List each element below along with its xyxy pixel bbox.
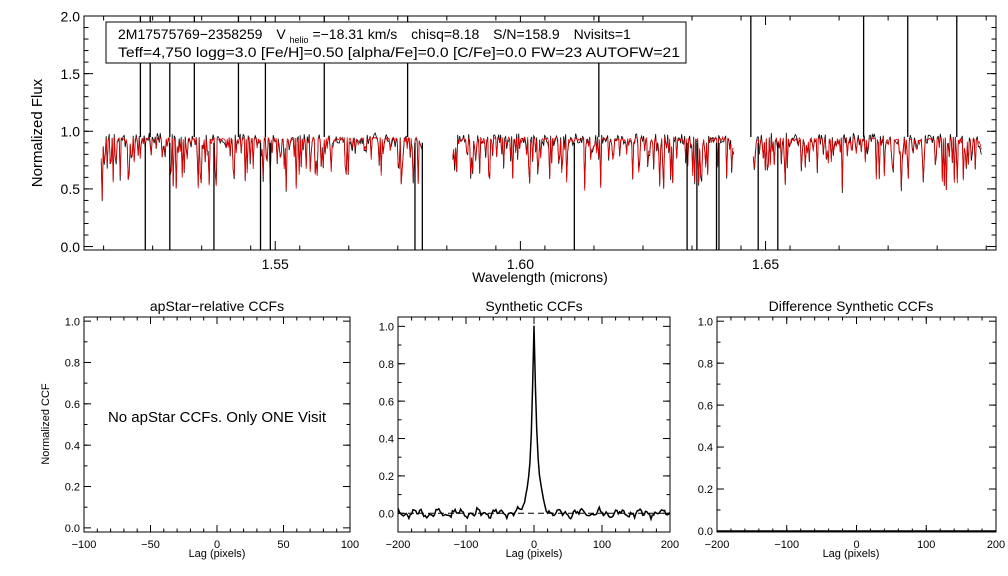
y-tick-label: 1.0 (379, 322, 394, 334)
y-tick-label: 0.0 (698, 526, 713, 538)
annotation-line-1: 2M17575769−2358259 V helio =−18.31 km/s … (118, 26, 631, 46)
y-tick-label: 0.4 (379, 434, 394, 446)
apstar-ccf-title: apStar−relative CCFs (150, 298, 284, 314)
x-tick-label: 100 (341, 539, 359, 551)
spectrum-x-ticks: 1.55 1.60 1.65 (103, 16, 987, 272)
x-tick-label: 200 (661, 539, 679, 551)
difference-ccf-panel: Difference Synthetic CCFs −200 −100 0 100 20… (698, 298, 1005, 560)
nvisits-value: Nvisits=1 (574, 26, 631, 42)
no-ccf-message: No apStar CCFs. Only ONE Visit (108, 409, 327, 426)
annotation-frame (105, 21, 687, 64)
x-tick-label: −200 (705, 539, 730, 551)
difference-ccf-frame (716, 316, 997, 533)
star-id: 2M17575769−2358259 (118, 26, 263, 42)
x-tick-label: 0 (531, 539, 537, 551)
y-tick-label: 0.8 (698, 358, 713, 370)
difference-ccf-x-ticks: −200 −100 0 100 200 (705, 317, 1005, 551)
x-tick-label: −100 (774, 539, 799, 551)
y-tick-label: 0.6 (698, 400, 713, 412)
x-tick-label: −50 (141, 539, 160, 551)
apstar-ccf-y-ticks: 0.0 0.2 0.4 0.6 0.8 1.0 (65, 316, 350, 535)
vhelio-label: V (276, 26, 286, 42)
apstar-ccf-x-ticks: −100 −50 0 50 100 (72, 317, 359, 551)
x-tick-label: 50 (277, 539, 289, 551)
x-tick-label: 100 (593, 539, 611, 551)
spectrum-x-axis-label: Wavelength (microns) (472, 269, 608, 285)
y-tick-label: 0.2 (65, 482, 80, 494)
y-tick-label: 1.0 (61, 124, 81, 140)
y-tick-label: 1.5 (61, 66, 81, 82)
model-spectrum-line (100, 135, 982, 200)
y-tick-label: 0.8 (379, 359, 394, 371)
spectrum-annotation-box: 2M17575769−2358259 V helio =−18.31 km/s … (105, 21, 687, 64)
y-tick-label: 0.8 (65, 358, 80, 370)
apstar-ccf-y-axis-label: Normalized CCF (40, 383, 52, 465)
difference-ccf-x-axis-label: Lag (pixels) (823, 548, 880, 560)
y-tick-label: 0.6 (379, 396, 394, 408)
y-tick-label: 1.0 (698, 316, 713, 328)
y-tick-label: 0.0 (61, 239, 81, 255)
y-tick-label: 1.0 (65, 316, 80, 328)
spectrum-frame (83, 15, 997, 251)
x-tick-label: 1.55 (262, 256, 289, 272)
synthetic-ccf-curve (398, 325, 670, 522)
y-tick-label: 0.0 (65, 523, 80, 535)
x-tick-label: 0 (214, 539, 220, 551)
difference-ccf-y-ticks: 0.0 0.2 0.4 0.6 0.8 1.0 (698, 316, 996, 538)
vhelio-value: =−18.31 km/s (312, 26, 397, 42)
spectrum-y-axis-label: Normalized Flux (29, 78, 46, 187)
y-tick-label: 0.2 (698, 484, 713, 496)
synthetic-ccf-title: Synthetic CCFs (485, 298, 582, 314)
y-tick-label: 0.0 (379, 508, 394, 520)
apstar-ccf-x-axis-label: Lag (pixels) (189, 548, 246, 560)
synthetic-ccf-panel: Synthetic CCFs −200 −100 0 100 200 0.0 0.2 0.4… (379, 298, 679, 560)
x-tick-label: −200 (386, 539, 411, 551)
chisq-value: chisq=8.18 (411, 26, 479, 42)
synthetic-ccf-y-ticks: 0.0 0.2 0.4 0.6 0.8 1.0 (379, 322, 670, 533)
y-tick-label: 0.4 (698, 442, 713, 454)
x-tick-label: 0 (853, 539, 859, 551)
x-tick-label: 100 (917, 539, 935, 551)
x-tick-label: −100 (454, 539, 479, 551)
stellar-params-line: Teff=4,750 logg=3.0 [Fe/H]=0.50 [alpha/F… (118, 44, 680, 60)
x-tick-label: 200 (987, 539, 1005, 551)
x-tick-label: −100 (72, 539, 97, 551)
spectrum-y-ticks: 0.0 0.5 1.0 1.5 2.0 (61, 8, 996, 255)
x-tick-label: 1.65 (752, 256, 779, 272)
y-tick-label: 2.0 (61, 8, 81, 24)
y-tick-label: 0.4 (65, 440, 80, 452)
difference-ccf-title: Difference Synthetic CCFs (769, 298, 934, 314)
synthetic-ccf-x-ticks: −200 −100 0 100 200 (386, 317, 679, 551)
synthetic-ccf-x-axis-label: Lag (pixels) (506, 548, 563, 560)
apstar-ccf-panel: apStar−relative CCFs −100 −50 0 50 100 0.00.… (40, 298, 359, 560)
y-tick-label: 0.2 (379, 471, 394, 483)
x-tick-label: 1.60 (507, 256, 534, 272)
snr-value: S/N=158.9 (493, 26, 560, 42)
y-tick-label: 0.6 (65, 399, 80, 411)
spectrum-panel: 1.55 1.60 1.65 0.0 0.5 1.0 1.5 2.0 Wavelength … (29, 8, 997, 285)
y-tick-label: 0.5 (61, 181, 81, 197)
vhelio-subscript: helio (290, 35, 309, 45)
